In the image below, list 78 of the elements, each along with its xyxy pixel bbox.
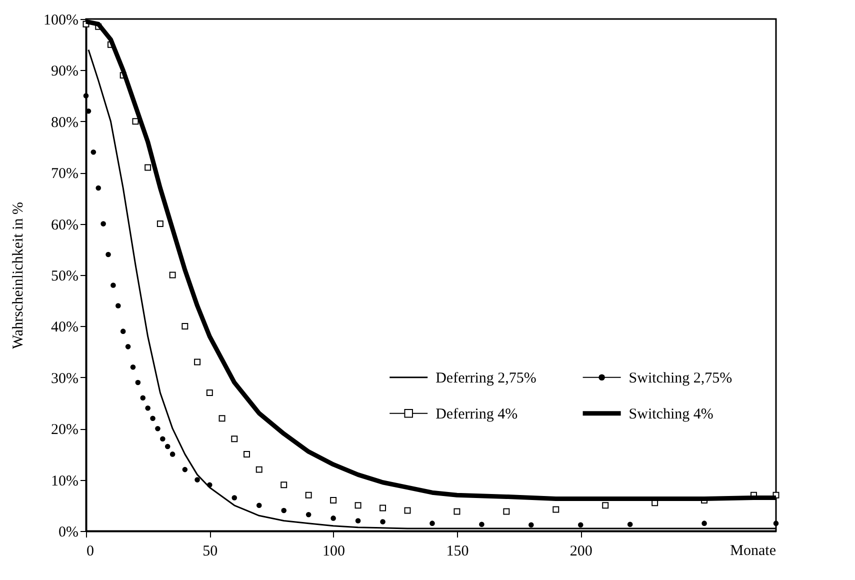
- point: [194, 477, 200, 482]
- point: [150, 416, 156, 421]
- point: [330, 497, 337, 504]
- y-tick-label: 90%: [51, 64, 78, 80]
- point: [578, 522, 584, 528]
- point: [503, 508, 510, 515]
- point: [552, 506, 560, 513]
- point: [106, 252, 111, 258]
- point: [602, 502, 609, 509]
- point: [380, 519, 386, 524]
- point: [160, 436, 166, 442]
- point: [120, 328, 126, 334]
- point: [773, 520, 779, 526]
- point: [164, 444, 170, 450]
- point: [90, 149, 96, 155]
- legend-label: Switching 2,75%: [628, 370, 732, 386]
- point: [170, 452, 176, 457]
- point: [256, 502, 262, 508]
- point: [194, 358, 201, 366]
- legend-label: Deferring 2,75%: [436, 370, 536, 386]
- x-axis-title: Monate: [730, 543, 776, 559]
- y-tick-label: 10%: [51, 473, 78, 490]
- point: [627, 522, 633, 527]
- y-tick-label: 100%: [44, 12, 78, 28]
- x-tick-label: 200: [570, 544, 592, 560]
- point: [218, 415, 226, 422]
- point: [116, 303, 121, 308]
- point: [280, 482, 288, 488]
- x-tick-label: 50: [202, 544, 218, 560]
- x-tick-label: 100: [322, 544, 346, 560]
- y-tick-label: 60%: [51, 217, 78, 234]
- point: [207, 482, 212, 488]
- point: [256, 466, 262, 473]
- point: [144, 164, 152, 171]
- y-axis-title: Wahrscheinlichkeit in %: [10, 202, 27, 350]
- point: [281, 508, 286, 514]
- point: [125, 344, 131, 350]
- point: [182, 322, 188, 330]
- point: [354, 502, 362, 509]
- point: [145, 405, 150, 411]
- point: [156, 220, 164, 228]
- y-tick-label: 80%: [51, 114, 78, 131]
- point: [232, 495, 238, 500]
- point: [306, 512, 312, 518]
- y-tick-label: 0%: [58, 524, 78, 540]
- point: [355, 518, 361, 524]
- y-tick-label: 40%: [51, 320, 78, 336]
- point: [330, 516, 336, 521]
- point: [110, 282, 116, 288]
- point: [404, 507, 411, 514]
- x-tick-label: 150: [446, 544, 469, 560]
- y-tick-label: 50%: [51, 268, 78, 284]
- y-tick-label: 30%: [51, 370, 78, 387]
- point: [132, 118, 139, 125]
- point: [83, 93, 89, 98]
- y-tick-label: 20%: [51, 422, 78, 438]
- point: [169, 272, 176, 278]
- legend-label: Deferring 4%: [436, 406, 518, 422]
- legend-label: Switching 4%: [628, 406, 714, 422]
- point: [454, 508, 460, 515]
- point: [231, 436, 238, 442]
- point: [100, 221, 106, 226]
- point: [182, 466, 188, 472]
- point: [305, 492, 312, 498]
- point: [702, 520, 707, 526]
- point: [135, 380, 141, 386]
- point: [430, 520, 435, 526]
- point: [96, 185, 102, 191]
- point: [130, 364, 136, 370]
- point: [140, 395, 146, 401]
- point: [206, 390, 213, 396]
- point: [244, 450, 250, 458]
- point: [155, 426, 160, 432]
- point: [380, 504, 386, 512]
- y-tick-label: 70%: [51, 166, 78, 182]
- point: [479, 522, 484, 527]
- point: [528, 522, 534, 528]
- x-tick-label: 0: [86, 544, 94, 560]
